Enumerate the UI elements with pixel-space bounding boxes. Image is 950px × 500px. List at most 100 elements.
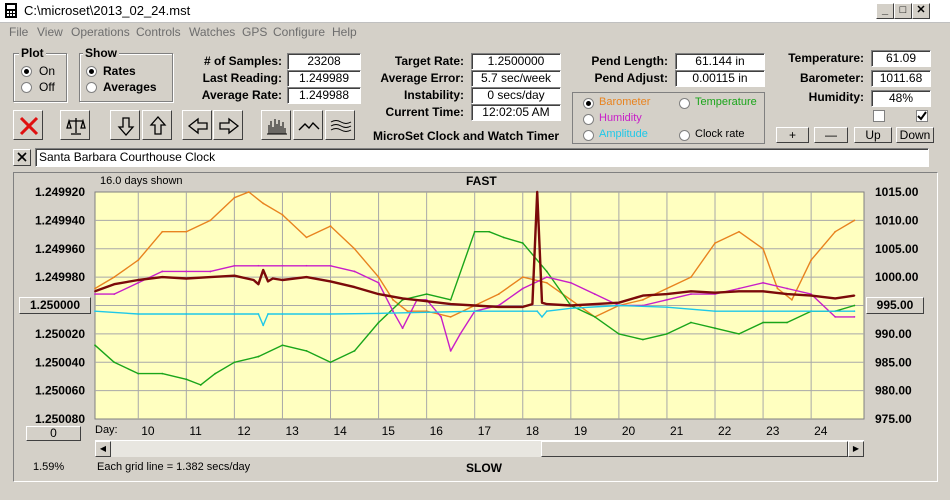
series-amplitude-point <box>536 310 539 313</box>
series-clock-rate-point <box>281 279 284 281</box>
series-temperature-point <box>353 350 356 352</box>
x-tick-label: 13 <box>285 424 299 438</box>
series-barometer-point <box>834 230 837 233</box>
samples-label: # of Samples: <box>203 54 282 68</box>
series-amplitude-point <box>521 310 524 313</box>
minimize-icon: _ <box>881 4 889 16</box>
minimize-button[interactable]: _ <box>876 3 894 19</box>
series-barometer-point <box>853 219 856 222</box>
series-barometer-point <box>94 287 96 290</box>
scale-down-button[interactable]: Down <box>896 127 934 143</box>
scale-up-button[interactable]: Up <box>854 127 892 143</box>
series-barometer-point <box>305 236 308 239</box>
close-icon <box>19 116 39 136</box>
arrow-right-icon <box>219 117 240 135</box>
scale-plus-button[interactable]: + <box>776 127 809 143</box>
menu-watches[interactable]: Watches <box>189 25 236 39</box>
x-tick-label: 21 <box>670 424 684 438</box>
menu-file[interactable]: File <box>9 25 29 39</box>
series-clock-rate-point <box>425 300 428 303</box>
series-barometer-point <box>161 230 164 233</box>
checkmark-icon <box>917 111 927 121</box>
arrow-up-icon <box>149 116 167 135</box>
scroll-right-button[interactable]: ▶ <box>848 441 864 457</box>
series-amplitude <box>94 304 855 327</box>
series-amplitude-point <box>473 310 476 313</box>
menu-gps[interactable]: GPS <box>242 25 268 39</box>
show-rates-label: Rates <box>103 64 136 78</box>
series-clock-rate-point <box>233 274 236 277</box>
scroll-left-button[interactable]: ◀ <box>95 441 111 457</box>
pend-length-label: Pend Length: <box>591 54 668 68</box>
menu-operations[interactable]: Operations <box>71 25 130 39</box>
scale-minus-button[interactable]: — <box>814 127 848 143</box>
scroll-thumb[interactable] <box>541 441 848 457</box>
bar-graph-button[interactable] <box>261 110 291 140</box>
zero-button[interactable]: 0 <box>26 426 81 441</box>
series-humidity-point <box>459 332 462 335</box>
plot-on-radio[interactable] <box>21 66 32 77</box>
menu-controls[interactable]: Controls <box>136 25 181 39</box>
x-tick-label: 18 <box>526 424 540 438</box>
series-humidity-point <box>329 264 332 267</box>
series-temperature-point <box>593 315 596 318</box>
overlay-humidity-radio[interactable] <box>583 114 594 125</box>
clear-clock-button[interactable] <box>13 149 31 166</box>
show-rates-radio[interactable] <box>86 66 97 77</box>
series-clock-rate-point <box>541 301 543 304</box>
percent-label: 1.59% <box>33 461 65 473</box>
series-humidity-point <box>113 293 116 296</box>
overlay-temperature-radio[interactable] <box>679 98 690 109</box>
show-group <box>79 53 173 102</box>
series-amplitude-point <box>810 310 813 313</box>
center-barometer-button[interactable]: 995.00 <box>866 297 924 314</box>
series-amplitude-point <box>666 306 668 309</box>
menu-help[interactable]: Help <box>332 25 357 39</box>
series-temperature-point <box>199 384 202 386</box>
menu-view[interactable]: View <box>37 25 63 39</box>
series-clock-rate-point <box>786 293 788 296</box>
series-clock-rate-point <box>531 303 534 305</box>
overlay-barometer-label: Barometer <box>599 96 651 108</box>
overlay-clock-rate-radio[interactable] <box>679 130 690 141</box>
close-window-button[interactable]: ✕ <box>912 3 930 19</box>
series-humidity-point <box>666 298 668 301</box>
series-temperature-point <box>161 372 164 375</box>
show-averages-radio[interactable] <box>86 82 97 93</box>
overlay-amplitude-radio[interactable] <box>583 130 594 141</box>
series-temperature-point <box>690 321 692 324</box>
wave-graph-button[interactable] <box>325 110 355 140</box>
right-button[interactable] <box>213 110 243 140</box>
series-barometer-point <box>762 247 764 250</box>
menu-configure[interactable]: Configure <box>273 25 326 39</box>
line-graph-button[interactable] <box>293 110 323 140</box>
left-button[interactable] <box>182 110 212 140</box>
x-tick-label: 23 <box>766 424 780 438</box>
plot-off-radio[interactable] <box>21 82 32 93</box>
horizontal-scrollbar[interactable]: ◀ ▶ <box>95 440 864 457</box>
series-amplitude-point <box>853 310 856 313</box>
series-clock-rate-point <box>209 276 212 279</box>
series-temperature-point <box>714 327 716 330</box>
x-tick-label: 19 <box>574 424 588 438</box>
clock-name-field[interactable]: Santa Barbara Courthouse Clock <box>35 148 929 167</box>
center-rate-button[interactable]: 1.250000 <box>19 297 91 314</box>
series-barometer-point <box>497 293 500 296</box>
up-button[interactable] <box>142 110 172 140</box>
series-temperature-point <box>642 338 644 341</box>
series-temperature-point <box>545 270 548 273</box>
down-button[interactable] <box>110 110 140 140</box>
left-tick-label: 1.250060 <box>35 384 85 398</box>
x-tick-label: 11 <box>189 424 202 438</box>
left-checkbox[interactable] <box>873 110 885 122</box>
series-amplitude-point <box>329 313 332 315</box>
overlay-humidity-label: Humidity <box>599 112 642 124</box>
x-tick-label: 14 <box>334 424 348 438</box>
balance-button[interactable] <box>60 110 90 140</box>
right-checkbox[interactable] <box>916 110 928 122</box>
delete-button[interactable] <box>13 110 43 140</box>
overlay-barometer-radio[interactable] <box>583 98 594 109</box>
maximize-button[interactable]: □ <box>894 3 912 19</box>
arrow-left-icon <box>187 117 208 135</box>
average-rate-value: 1.249988 <box>287 87 361 104</box>
